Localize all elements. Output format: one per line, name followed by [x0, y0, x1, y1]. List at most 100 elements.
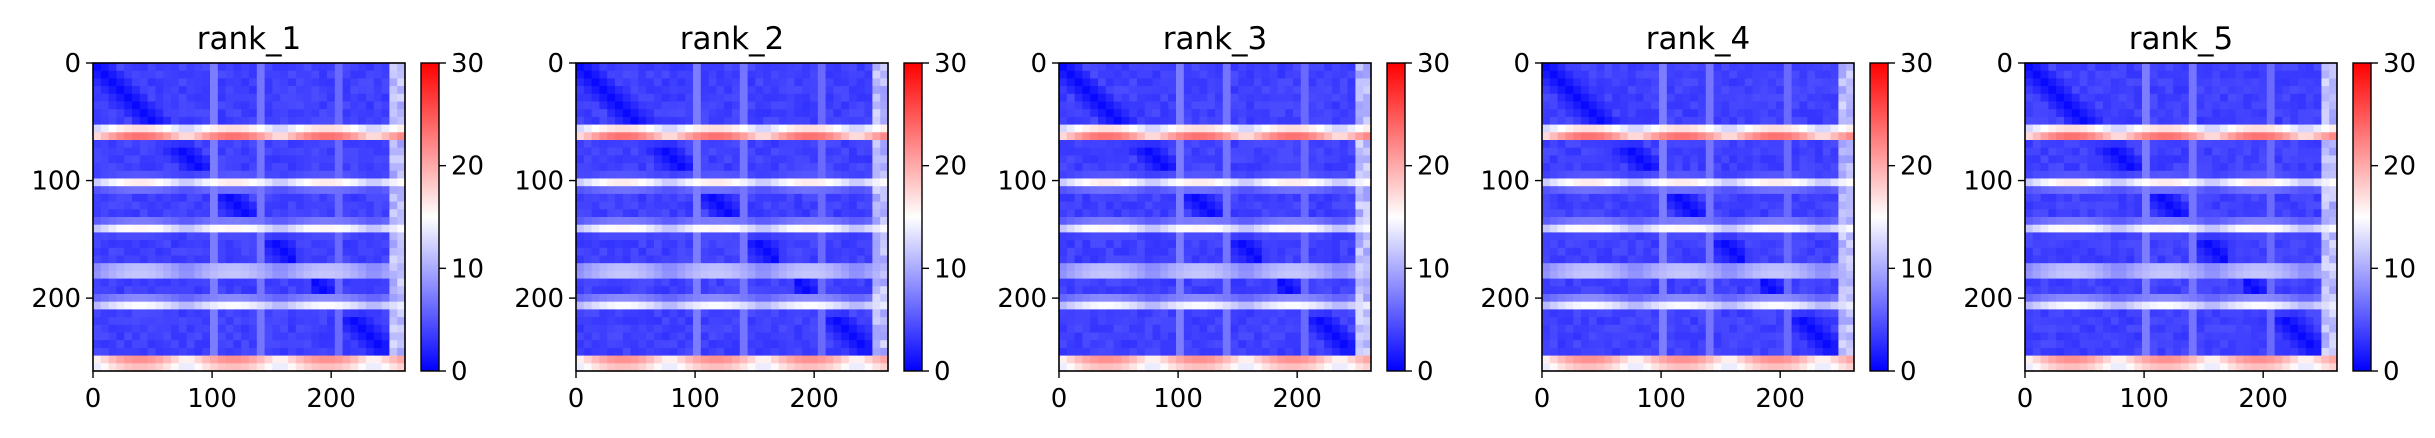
heatmap-cell [1238, 270, 1247, 280]
heatmap-cell [1254, 332, 1263, 341]
heatmap-cell [139, 124, 149, 133]
heatmap-cell [1137, 124, 1146, 133]
heatmap-cell [1332, 340, 1341, 349]
heatmap-cell [739, 124, 749, 133]
heatmap-cell [1269, 101, 1278, 110]
heatmap-cell [638, 217, 647, 226]
heatmap-cell [264, 155, 273, 164]
heatmap-cell [163, 270, 172, 280]
heatmap-cell [732, 332, 741, 341]
heatmap-cell [295, 78, 305, 87]
heatmap-cell [693, 278, 702, 287]
heatmap-cell [724, 86, 733, 95]
heatmap-cell [700, 70, 710, 79]
heatmap-cell [778, 224, 788, 233]
heatmap-cell [1113, 332, 1122, 341]
heatmap-cell [1269, 355, 1278, 364]
heatmap-cell [630, 332, 639, 341]
heatmap-cell [615, 155, 624, 164]
heatmap-cell [817, 247, 827, 257]
heatmap-cell [1207, 193, 1216, 203]
heatmap-cell [217, 263, 227, 272]
heatmap-cell [1152, 186, 1161, 195]
heatmap-cell [342, 270, 351, 280]
heatmap-cell [1230, 217, 1239, 226]
heatmap-cell [1238, 317, 1247, 326]
heatmap-cell [1277, 193, 1286, 203]
heatmap-cell [186, 116, 195, 126]
heatmap-cell [233, 63, 242, 72]
heatmap-cell [171, 332, 180, 341]
heatmap-cell [1339, 147, 1349, 156]
heatmap-cell [591, 132, 600, 141]
heatmap-cell [288, 232, 297, 241]
heatmap-cell [817, 147, 827, 156]
heatmap-cell [280, 286, 289, 295]
heatmap-cell [1183, 270, 1193, 280]
heatmap-cell [334, 93, 344, 103]
heatmap-cell [381, 163, 390, 172]
heatmap-cell [124, 355, 133, 364]
heatmap-cell [576, 347, 585, 357]
heatmap-cell [693, 363, 702, 372]
heatmap-cell [1238, 93, 1247, 103]
heatmap-cell [833, 178, 842, 187]
heatmap-cell [1261, 101, 1271, 110]
heatmap-cell [1098, 294, 1107, 303]
heatmap-cell [1635, 63, 1644, 72]
heatmap-cell [755, 147, 764, 156]
heatmap-cell [880, 347, 889, 357]
heatmap-cell [373, 255, 383, 264]
heatmap-cell [630, 201, 639, 210]
heatmap-cell [1308, 317, 1317, 326]
heatmap-cell [810, 317, 819, 326]
heatmap-cell [186, 340, 195, 349]
heatmap-cell [1222, 186, 1232, 195]
heatmap-cell [1098, 78, 1107, 87]
heatmap-cell [272, 116, 281, 126]
heatmap-cell [381, 93, 390, 103]
heatmap-cell [700, 340, 710, 349]
heatmap-cell [327, 363, 336, 372]
heatmap-cell [1285, 317, 1294, 326]
heatmap-cell [233, 116, 242, 126]
heatmap-cell [1191, 140, 1200, 149]
heatmap-cell [771, 109, 780, 118]
heatmap-cell [1082, 78, 1091, 87]
heatmap-cell [358, 317, 367, 326]
heatmap-cell [93, 201, 102, 210]
heatmap-cell [646, 86, 655, 95]
heatmap-cell [1316, 317, 1325, 326]
heatmap-cell [163, 86, 172, 95]
heatmap-cell [747, 109, 756, 118]
heatmap-cell [1355, 263, 1364, 272]
heatmap-cell [1215, 247, 1224, 257]
heatmap-cell [210, 363, 219, 372]
heatmap-cell [264, 270, 273, 280]
heatmap-cell [646, 170, 655, 180]
heatmap-cell [147, 340, 156, 349]
heatmap-cell [1565, 78, 1574, 87]
heatmap-cell [1332, 163, 1341, 172]
heatmap-cell [849, 247, 858, 257]
heatmap-cell [661, 193, 671, 203]
heatmap-cell [700, 309, 710, 318]
heatmap-cell [186, 178, 195, 187]
heatmap-cell [833, 294, 842, 303]
heatmap-cell [93, 124, 102, 133]
heatmap-cell [171, 124, 180, 133]
heatmap-cell [677, 63, 686, 72]
heatmap-cell [849, 232, 858, 241]
heatmap-cell [708, 93, 717, 103]
heatmap-cell [693, 270, 702, 280]
heatmap-cell [1105, 340, 1115, 349]
heatmap-cell [366, 209, 375, 218]
heatmap-cell [1082, 147, 1091, 156]
heatmap-cell [327, 116, 336, 126]
heatmap-cell [1347, 217, 1356, 226]
heatmap-cell [786, 209, 795, 218]
heatmap-cell [1144, 124, 1154, 133]
heatmap-cell [693, 132, 702, 141]
heatmap-cell [350, 93, 359, 103]
heatmap-cell [856, 63, 866, 72]
